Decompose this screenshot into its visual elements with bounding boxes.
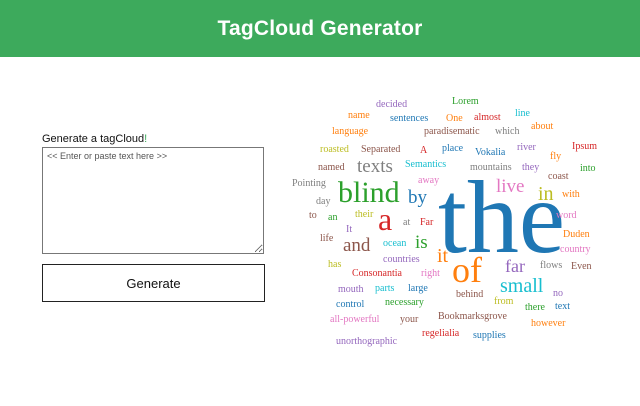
cloud-word-consonantia: Consonantia — [352, 268, 403, 279]
cloud-word-flows: flows — [540, 260, 562, 271]
cloud-word-there: there — [525, 302, 546, 313]
cloud-word-name: name — [348, 110, 370, 121]
cloud-word-regelialia: regelialia — [422, 328, 460, 339]
cloud-word-with: with — [562, 189, 580, 200]
form-label-text: Generate a tagCloud — [42, 133, 145, 145]
form-label-suffix: ! — [144, 133, 148, 145]
cloud-word-place: place — [442, 143, 464, 154]
cloud-word-an: an — [328, 212, 337, 223]
cloud-word-bookmarksgrove: Bookmarksgrove — [438, 311, 507, 322]
cloud-word-semantics: Semantics — [405, 159, 446, 170]
cloud-word-at: at — [403, 217, 410, 228]
cloud-word-blind: blind — [338, 176, 400, 209]
cloud-word-and: and — [343, 235, 371, 256]
cloud-word-your: your — [400, 314, 419, 325]
cloud-word-lorem: Lorem — [452, 96, 479, 107]
cloud-word-far: far — [505, 256, 525, 276]
cloud-word-supplies: supplies — [473, 330, 506, 341]
cloud-word-life: life — [320, 233, 334, 244]
cloud-word-is: is — [415, 232, 428, 253]
cloud-word-ocean: ocean — [383, 238, 406, 249]
cloud-word-word: word — [556, 210, 577, 221]
cloud-word-line: line — [515, 108, 531, 119]
cloud-word-their: their — [355, 209, 374, 220]
cloud-word-small: small — [500, 275, 544, 297]
cloud-word-almost: almost — [474, 112, 501, 123]
cloud-word-text: text — [555, 301, 570, 312]
app-header: TagCloud Generator — [0, 0, 640, 57]
cloud-word-all-powerful: all-powerful — [330, 314, 380, 325]
cloud-word-sentences: sentences — [390, 113, 428, 124]
cloud-word-river: river — [517, 142, 537, 153]
cloud-word-in: in — [538, 183, 554, 205]
cloud-word-necessary: necessary — [385, 297, 424, 308]
cloud-word-ipsum: Ipsum — [572, 141, 597, 152]
cloud-word-countries: countries — [383, 254, 420, 265]
cloud-word-named: named — [318, 162, 345, 173]
cloud-word-mountains: mountains — [470, 162, 512, 173]
cloud-word-it: It — [346, 224, 352, 235]
cloud-word-mouth: mouth — [338, 284, 364, 295]
cloud-word-day: day — [316, 196, 330, 207]
cloud-word-of: of — [452, 250, 482, 290]
cloud-word-decided: decided — [376, 99, 407, 110]
cloud-word-duden: Duden — [563, 229, 590, 240]
cloud-word-from: from — [494, 296, 514, 307]
cloud-word-live: live — [496, 176, 525, 197]
cloud-word-fly: fly — [550, 151, 561, 162]
cloud-word-far: Far — [420, 217, 434, 228]
page-title: TagCloud Generator — [217, 16, 423, 40]
cloud-word-paradisematic: paradisematic — [424, 126, 480, 137]
cloud-word-vokalia: Vokalia — [475, 147, 506, 158]
cloud-word-which: which — [495, 126, 519, 137]
cloud-word-even: Even — [571, 261, 592, 272]
cloud-word-they: they — [522, 162, 539, 173]
cloud-word-texts: texts — [357, 156, 393, 177]
cloud-word-about: about — [531, 121, 553, 132]
cloud-word-separated: Separated — [361, 144, 400, 155]
cloud-word-away: away — [418, 175, 439, 186]
cloud-word-language: language — [332, 126, 369, 137]
cloud-word-country: country — [560, 244, 591, 255]
cloud-word-however: however — [531, 318, 566, 329]
cloud-word-to: to — [309, 210, 317, 221]
cloud-word-right: right — [421, 268, 440, 279]
cloud-word-no: no — [553, 288, 563, 299]
cloud-word-the: the — [438, 160, 565, 275]
cloud-word-coast: coast — [548, 171, 569, 182]
cloud-word-control: control — [336, 299, 365, 310]
text-input[interactable] — [42, 147, 264, 254]
cloud-word-into: into — [580, 163, 596, 174]
cloud-word-a: a — [378, 201, 392, 237]
cloud-word-behind: behind — [456, 289, 483, 300]
cloud-word-parts: parts — [375, 283, 395, 294]
cloud-word-pointing: Pointing — [292, 178, 326, 189]
cloud-word-has: has — [328, 259, 341, 270]
cloud-word-unorthographic: unorthographic — [336, 336, 398, 347]
form-label: Generate a tagCloud! — [42, 133, 147, 145]
cloud-word-roasted: roasted — [320, 144, 349, 155]
cloud-word-it: it — [437, 245, 449, 267]
cloud-word-a: A — [420, 145, 428, 156]
cloud-word-by: by — [408, 187, 428, 208]
cloud-word-one: One — [446, 113, 463, 124]
cloud-word-large: large — [408, 283, 428, 294]
generate-button[interactable]: Generate — [42, 264, 265, 302]
